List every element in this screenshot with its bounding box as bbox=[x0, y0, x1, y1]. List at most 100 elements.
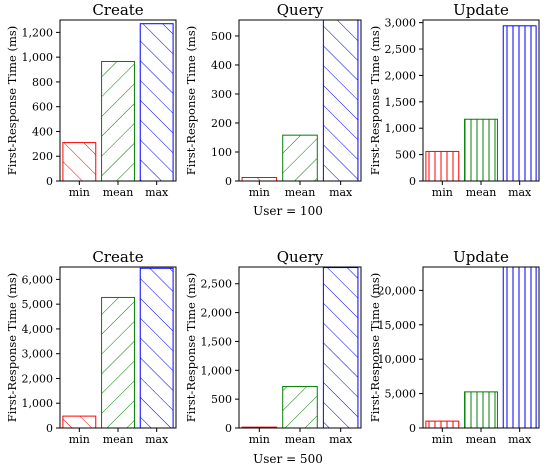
y-tick-label: 0 bbox=[225, 422, 232, 435]
y-axis-label: First-Response Time (ms) bbox=[368, 273, 382, 422]
x-tick-label: mean bbox=[103, 186, 134, 199]
bar-min bbox=[425, 420, 460, 429]
bar-mean bbox=[101, 60, 135, 182]
y-tick-label: 1,000 bbox=[385, 122, 417, 135]
x-tick-label: max bbox=[508, 433, 532, 446]
bar-min bbox=[62, 142, 97, 182]
bar-mean bbox=[464, 118, 498, 182]
x-tick-label: min bbox=[249, 433, 270, 446]
y-tick-label: 200 bbox=[32, 150, 53, 163]
chart-panel-3: Create First-Response Time (ms) min mean max… bbox=[5, 248, 177, 446]
y-tick-label: 10,000 bbox=[378, 353, 417, 366]
y-tick-label: 2,000 bbox=[385, 69, 417, 82]
chart-panel-1: Query First-Response Time (ms) min mean max 0… bbox=[184, 1, 362, 199]
bar-min bbox=[62, 415, 97, 429]
bar-max bbox=[322, 267, 359, 429]
y-tick-label: 1,000 bbox=[201, 364, 233, 377]
x-tick-label: max bbox=[508, 186, 532, 199]
y-tick-label: 1,000 bbox=[22, 51, 54, 64]
x-tick-label: min bbox=[69, 433, 90, 446]
bar-mean bbox=[101, 296, 135, 429]
x-tick-label: max bbox=[145, 186, 169, 199]
y-tick-label: 0 bbox=[409, 175, 416, 188]
y-tick-label: 1,500 bbox=[385, 96, 417, 109]
y-tick-label: 15,000 bbox=[378, 319, 417, 332]
y-axis-label: First-Response Time (ms) bbox=[5, 273, 19, 422]
x-tick-label: max bbox=[329, 186, 353, 199]
x-tick-label: mean bbox=[103, 433, 134, 446]
y-tick-label: 5,000 bbox=[385, 388, 417, 401]
bar-mean bbox=[464, 391, 498, 429]
y-tick-label: 5,000 bbox=[22, 298, 54, 311]
y-tick-label: 0 bbox=[46, 422, 53, 435]
bar-max bbox=[502, 266, 537, 429]
y-tick-label: 0 bbox=[409, 422, 416, 435]
x-tick-label: min bbox=[432, 433, 453, 446]
y-tick-label: 400 bbox=[32, 125, 53, 138]
chart-panel-5: Update First-Response Time (ms) min mean max… bbox=[368, 248, 540, 446]
y-tick-label: 3,000 bbox=[22, 348, 54, 361]
y-axis-label: First-Response Time (ms) bbox=[184, 26, 198, 175]
x-tick-label: mean bbox=[285, 186, 316, 199]
y-tick-label: 400 bbox=[211, 59, 232, 72]
y-tick-label: 2,500 bbox=[201, 278, 233, 291]
y-tick-label: 20,000 bbox=[378, 284, 417, 297]
chart-panel-2: Update First-Response Time (ms) min mean max… bbox=[368, 1, 540, 199]
bar-max bbox=[139, 23, 174, 182]
y-tick-label: 500 bbox=[211, 393, 232, 406]
chart-title: Update bbox=[453, 1, 509, 19]
y-tick-label: 100 bbox=[211, 146, 232, 159]
bar-max bbox=[502, 25, 537, 182]
bar-min bbox=[241, 177, 278, 182]
y-tick-label: 3,000 bbox=[385, 17, 417, 30]
plot-frame bbox=[422, 19, 540, 182]
chart-panel-4: Query First-Response Time (ms) min mean max 0… bbox=[184, 248, 362, 446]
plot-frame bbox=[59, 266, 177, 429]
y-tick-label: 2,500 bbox=[385, 43, 417, 56]
chart-title: Create bbox=[92, 1, 143, 19]
y-tick-label: 1,500 bbox=[201, 335, 233, 348]
y-tick-label: 6,000 bbox=[22, 273, 54, 286]
x-tick-label: min bbox=[432, 186, 453, 199]
y-tick-label: 200 bbox=[211, 117, 232, 130]
plot-frame bbox=[59, 19, 177, 182]
group-label-user-500: User = 500 bbox=[253, 452, 323, 466]
y-tick-label: 500 bbox=[211, 30, 232, 43]
bar-min bbox=[425, 150, 460, 182]
bar-max bbox=[322, 19, 359, 182]
plot-frame bbox=[238, 266, 362, 429]
chart-title: Query bbox=[277, 248, 324, 266]
y-tick-label: 1,200 bbox=[22, 26, 54, 39]
y-tick-label: 0 bbox=[225, 175, 232, 188]
y-axis-label: First-Response Time (ms) bbox=[184, 273, 198, 422]
bar-mean bbox=[282, 385, 318, 429]
chart-title: Create bbox=[92, 248, 143, 266]
y-tick-label: 4,000 bbox=[22, 323, 54, 336]
x-tick-label: min bbox=[249, 186, 270, 199]
chart-title: Update bbox=[453, 248, 509, 266]
y-tick-label: 300 bbox=[211, 88, 232, 101]
y-tick-label: 600 bbox=[32, 101, 53, 114]
y-tick-label: 1,000 bbox=[22, 397, 54, 410]
x-tick-label: max bbox=[329, 433, 353, 446]
plot-frame bbox=[238, 19, 362, 182]
y-tick-label: 2,000 bbox=[201, 307, 233, 320]
plot-frame bbox=[422, 266, 540, 429]
y-axis-label: First-Response Time (ms) bbox=[5, 26, 19, 175]
y-tick-label: 500 bbox=[395, 149, 416, 162]
bar-mean bbox=[282, 134, 318, 182]
chart-panel-0: Create First-Response Time (ms) min mean max… bbox=[5, 1, 177, 199]
chart-title: Query bbox=[277, 1, 324, 19]
x-tick-label: mean bbox=[285, 433, 316, 446]
y-tick-label: 800 bbox=[32, 76, 53, 89]
group-label-user-100: User = 100 bbox=[253, 204, 323, 218]
bar-max bbox=[139, 267, 174, 429]
y-tick-label: 0 bbox=[46, 175, 53, 188]
y-tick-label: 2,000 bbox=[22, 372, 54, 385]
x-tick-label: mean bbox=[466, 433, 497, 446]
y-axis-label: First-Response Time (ms) bbox=[368, 26, 382, 175]
x-tick-label: min bbox=[69, 186, 90, 199]
x-tick-label: max bbox=[145, 433, 169, 446]
x-tick-label: mean bbox=[466, 186, 497, 199]
